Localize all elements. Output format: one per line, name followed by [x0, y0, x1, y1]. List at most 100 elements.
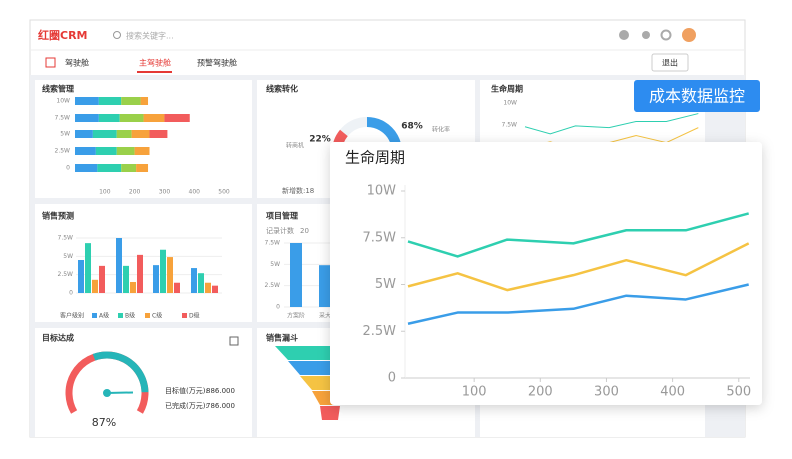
count-value: 20 [300, 227, 309, 235]
funnel-step [320, 406, 340, 420]
row-label: 0 [66, 165, 70, 172]
y-tick-label: 0 [276, 304, 280, 311]
item-label: 转商机 [286, 142, 304, 150]
nav-tab[interactable]: 预警驾驶舱 [197, 58, 237, 68]
exit-label[interactable]: 退出 [662, 58, 678, 68]
mini-line [524, 113, 699, 135]
logo: 红圈CRM [38, 28, 88, 42]
legend-label: B级 [125, 312, 135, 320]
series-line [407, 212, 750, 258]
y-tick-label: 5W [63, 253, 73, 260]
export-icon[interactable] [229, 336, 239, 346]
panel-title: 生命周期 [491, 84, 523, 94]
y-tick-label: 10W [503, 100, 517, 107]
gauge-needle [106, 391, 134, 394]
bar [92, 279, 98, 293]
gauge-label: 87% [92, 416, 116, 429]
series-line [407, 242, 750, 292]
y-tick-label: 7.5W [362, 230, 396, 245]
y-tick-label: 10W [367, 184, 397, 199]
bar-segment [164, 114, 190, 122]
x-tick-label: 200 [129, 189, 141, 196]
bar-segment [75, 130, 93, 138]
y-tick-label: 2.5W [362, 324, 396, 339]
bar-segment [134, 147, 150, 155]
bar-segment [149, 130, 168, 138]
legend-title: 客户级别 [60, 312, 84, 320]
bar-segment [119, 114, 144, 122]
x-tick-label: 100 [99, 189, 111, 196]
bar [319, 265, 331, 307]
bar [137, 254, 143, 293]
dashboard-icon [45, 57, 56, 68]
x-tick-label: 方案阶 [287, 312, 305, 320]
y-tick-label: 7.5W [265, 240, 281, 247]
note: 新增数:18 [282, 186, 314, 195]
series-line [407, 283, 749, 325]
x-tick-label: 300 [159, 189, 171, 196]
bar-segment [116, 130, 132, 138]
bar [160, 249, 166, 293]
bar-segment [116, 147, 135, 155]
bar [85, 243, 91, 293]
bar [167, 257, 173, 293]
chart-title: 生命周期 [345, 149, 405, 167]
bar-segment [131, 130, 150, 138]
nav-section: 驾驶舱 [65, 58, 89, 68]
legend-swatch [182, 313, 187, 318]
x-tick-label: 400 [660, 385, 685, 400]
bar-segment [97, 164, 122, 172]
bar-segment [121, 97, 141, 105]
chat-icon[interactable] [619, 30, 629, 40]
panel-title: 项目管理 [266, 211, 298, 221]
panel-title: 销售预测 [42, 211, 74, 221]
bar-segment [136, 164, 149, 172]
panel-title: 销售漏斗 [266, 333, 298, 343]
bar-segment [75, 97, 99, 105]
y-tick-label: 0 [69, 290, 73, 297]
y-tick-label: 0 [388, 371, 396, 386]
legend-swatch [145, 313, 150, 318]
legend-label: A级 [99, 312, 109, 320]
bar-segment [121, 164, 137, 172]
y-tick-label: 7.5W [58, 235, 74, 242]
bar [212, 285, 218, 293]
gauge-hub [103, 389, 111, 397]
bar-segment [75, 147, 96, 155]
y-tick-label: 5W [270, 261, 280, 268]
exit-button[interactable] [651, 53, 689, 72]
legend-swatch [118, 313, 123, 318]
row-label: 目标值(万元): [165, 386, 208, 395]
search-icon [113, 31, 121, 39]
search-box: 搜索关键字... [126, 31, 174, 41]
row-label: 2.5W [55, 148, 71, 155]
bar-segment [92, 130, 117, 138]
x-tick-label: 200 [528, 385, 553, 400]
bar [174, 282, 180, 293]
bar [191, 268, 197, 293]
nav-tab[interactable]: 主驾驶舱 [139, 58, 171, 68]
bar-segment [98, 97, 122, 105]
avatar[interactable] [682, 28, 696, 42]
bar [99, 265, 105, 293]
x-tick-label: 300 [594, 385, 619, 400]
y-tick-label: 2.5W [58, 271, 74, 278]
y-tick-label: 7.5W [502, 122, 518, 129]
bar-segment [98, 114, 120, 122]
bar [153, 265, 159, 293]
x-tick-label: 500 [726, 385, 751, 400]
bar [130, 282, 136, 293]
settings-icon[interactable] [660, 29, 672, 41]
row-value: 886.000 [206, 387, 235, 395]
badge-label: 成本数据监控 [649, 87, 745, 106]
bar [78, 260, 84, 293]
row-label: 5W [60, 131, 70, 138]
bar-segment [75, 114, 99, 122]
bell-icon[interactable] [642, 31, 650, 39]
gauge-value [92, 351, 149, 393]
item-label: 转化率 [432, 126, 450, 134]
bar [198, 273, 204, 293]
bar [116, 238, 122, 293]
x-tick-label: 500 [218, 189, 230, 196]
